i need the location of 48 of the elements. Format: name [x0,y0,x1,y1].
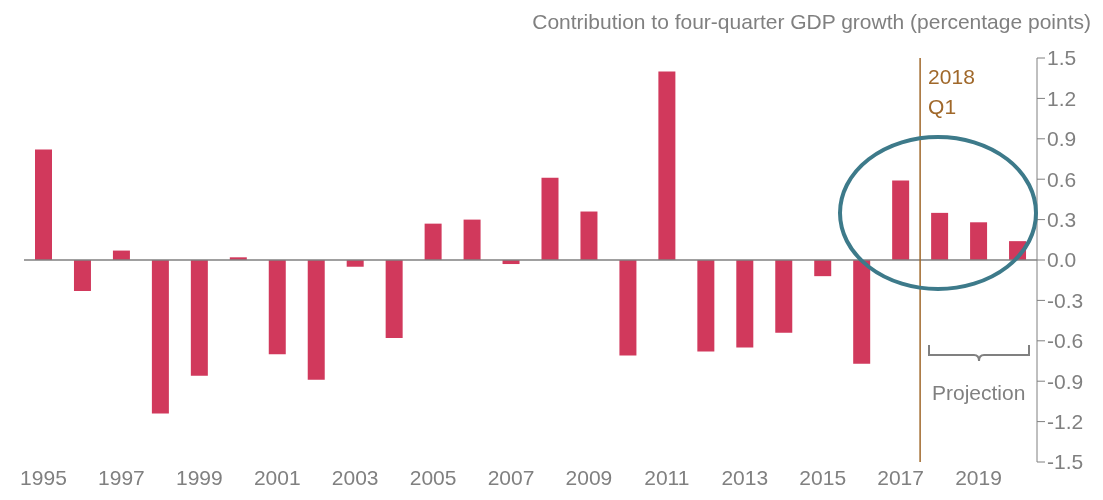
bar [463,219,481,260]
y-tick-label: 1.2 [1047,86,1077,110]
x-tick-label: 2011 [644,465,690,489]
bar [35,149,52,260]
x-tick-label: 2007 [487,465,535,489]
x-tick-label: 2001 [253,465,301,489]
x-tick-label: 2009 [565,465,613,489]
y-tick-label: -1.5 [1047,450,1084,474]
ref-line-label: 2018 Q1 [928,65,975,118]
bar [970,222,988,260]
bar [814,260,832,277]
x-tick-label: 2017 [877,465,924,489]
y-tick-label: 1.5 [1047,46,1077,70]
x-tick-label: 1995 [20,465,67,489]
bar [931,212,949,260]
bar [658,71,676,260]
bar [385,260,403,339]
x-tick-label: 1997 [98,465,145,489]
y-tick-label: -1.2 [1047,410,1084,434]
bar [775,260,793,333]
bar [307,260,325,380]
bar [73,260,91,291]
y-tick-label: 0.3 [1047,208,1077,232]
bar [541,177,559,260]
annotation: Projection [932,381,1026,405]
y-tick-label: -0.9 [1047,369,1084,393]
bar [580,211,598,260]
x-tick-label: 2013 [721,465,769,489]
x-tick-label: 1999 [175,465,223,489]
y-tick-label: 0.0 [1047,248,1077,272]
y-tick-label: 0.6 [1047,167,1077,191]
y-tick-label: -0.6 [1047,329,1084,353]
bar [424,223,442,260]
bar [151,260,169,414]
y-tick-label: -0.3 [1047,288,1084,312]
x-tick-label: 2003 [331,465,379,489]
bar [736,260,754,348]
bar [619,260,637,356]
x-tick-label: 2005 [409,465,457,489]
y-tick-label: 0.9 [1047,127,1077,151]
x-tick-label: 2019 [955,465,1002,489]
bar [190,260,208,376]
x-tick-label: 2015 [799,465,847,489]
bar [892,180,910,260]
bar [268,260,286,355]
bar [853,260,871,364]
bar [697,260,715,352]
y-axis-title: Contribution to four-quarter GDP growth (percentage points) [532,10,1091,34]
